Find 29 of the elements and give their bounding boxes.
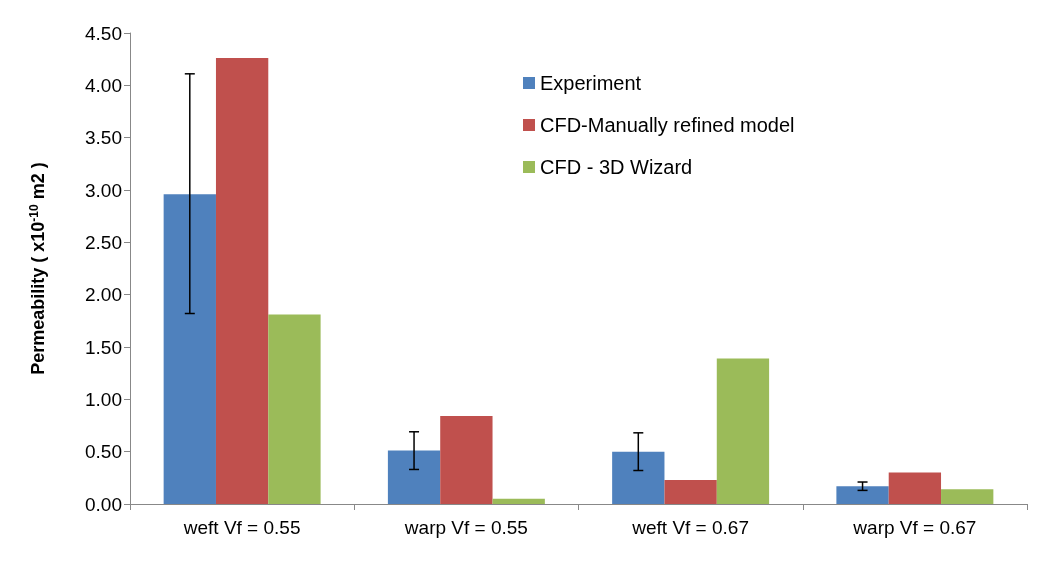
bar <box>440 416 493 504</box>
x-tick-label: weft Vf = 0.55 <box>182 517 301 538</box>
bar <box>215 58 269 504</box>
y-tick-label: 1.00 <box>85 388 122 410</box>
y-tick-label: 1.50 <box>85 336 122 358</box>
bar <box>268 314 321 504</box>
bar <box>163 194 216 504</box>
y-tick-label: 2.00 <box>85 284 122 306</box>
y-tick-label: 3.50 <box>85 127 122 149</box>
y-tick-label: 4.00 <box>85 74 122 96</box>
x-tick-label: warp Vf = 0.55 <box>403 517 528 538</box>
y-tick-label: 0.00 <box>85 493 122 515</box>
y-tick-label: 2.50 <box>85 231 122 253</box>
x-tick-label: weft Vf = 0.67 <box>631 517 749 538</box>
y-tick-label: 3.00 <box>85 179 122 201</box>
y-tick-label: 4.50 <box>85 22 122 44</box>
bar <box>664 479 717 504</box>
bar <box>888 472 942 504</box>
bar <box>492 498 545 504</box>
bar <box>941 489 994 504</box>
bar <box>387 450 441 504</box>
legend-label: CFD - 3D Wizard <box>540 156 693 178</box>
legend-label: CFD-Manually refined model <box>540 114 795 136</box>
bar <box>612 451 665 504</box>
x-tick-label: warp Vf = 0.67 <box>852 517 977 538</box>
bar <box>716 358 770 504</box>
y-tick-label: 0.50 <box>85 441 122 463</box>
legend-label: Experiment <box>540 72 642 94</box>
bar <box>836 486 889 504</box>
